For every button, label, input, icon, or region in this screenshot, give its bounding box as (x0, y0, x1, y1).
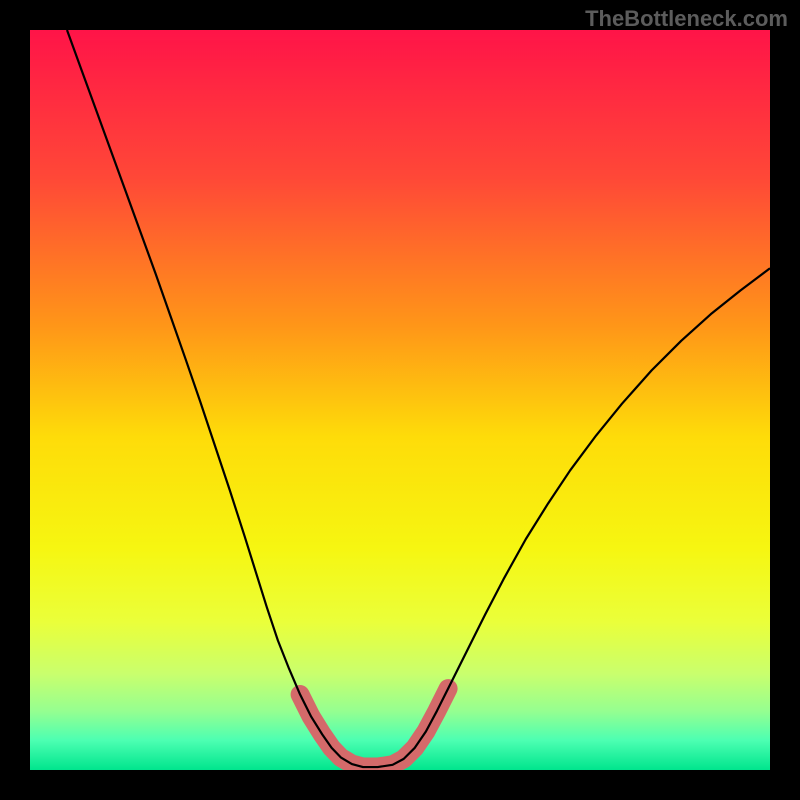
plot-area (30, 30, 770, 770)
gradient-background (30, 30, 770, 770)
plot-svg (30, 30, 770, 770)
watermark-text: TheBottleneck.com (585, 6, 788, 32)
